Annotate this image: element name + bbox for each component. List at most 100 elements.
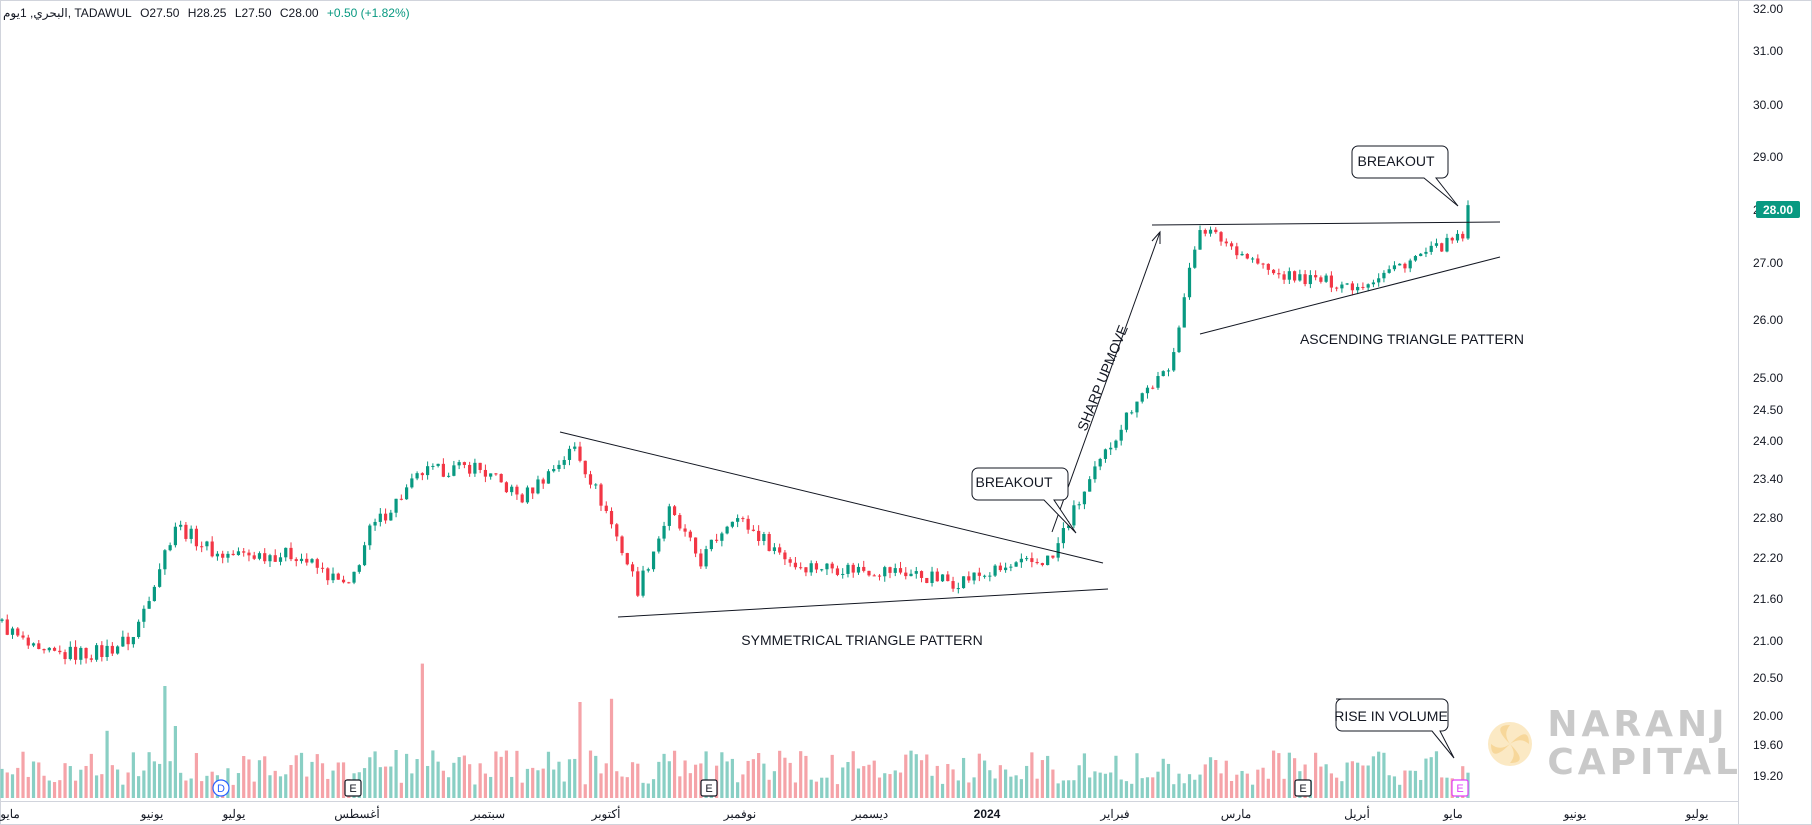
candle bbox=[1140, 392, 1144, 404]
volume-bar bbox=[1103, 773, 1108, 798]
time-axis[interactable]: مايو يونيو يوليو أغسطس سبتمبر أكتوبر نوفمبر ديس… bbox=[0, 806, 1709, 821]
volume-bar bbox=[457, 757, 461, 798]
candle-body bbox=[693, 537, 698, 554]
candle-body bbox=[73, 646, 78, 660]
candle-body bbox=[599, 484, 603, 506]
volume-bar bbox=[799, 751, 803, 798]
candle bbox=[1035, 558, 1039, 565]
candle bbox=[1424, 247, 1428, 258]
volume-bar bbox=[179, 772, 183, 798]
candle-body bbox=[1345, 283, 1349, 285]
candle-body bbox=[362, 545, 367, 566]
volume-bar bbox=[94, 775, 99, 798]
volume-bar bbox=[688, 773, 692, 798]
price-tick-label: 22.20 bbox=[1753, 551, 1783, 565]
volume-bar bbox=[693, 764, 698, 798]
candle-body bbox=[31, 643, 36, 646]
volume-bar bbox=[68, 766, 72, 798]
candle-body bbox=[63, 652, 67, 660]
time-tick-label: يوليو bbox=[221, 807, 245, 821]
candle bbox=[814, 560, 819, 574]
candle-body bbox=[683, 528, 687, 532]
candle bbox=[1382, 270, 1386, 283]
volume-bar bbox=[730, 758, 734, 798]
candle bbox=[604, 501, 608, 514]
volume-bar bbox=[394, 750, 398, 798]
volume-bar bbox=[473, 784, 477, 798]
earnings-marker[interactable]: E bbox=[1451, 779, 1469, 797]
volume-bar bbox=[1219, 773, 1223, 798]
candle bbox=[1261, 262, 1265, 269]
volume-bar bbox=[736, 782, 740, 798]
candle-body bbox=[536, 479, 540, 494]
candle bbox=[919, 570, 924, 583]
volume-bar bbox=[1392, 776, 1397, 798]
volume-bar bbox=[1419, 779, 1423, 798]
volume-bar bbox=[835, 784, 840, 798]
candle-body bbox=[221, 553, 225, 558]
candle-body bbox=[578, 446, 582, 461]
price-axis[interactable]: 32.0031.0030.0029.0028.0027.0026.0025.00… bbox=[1753, 2, 1783, 783]
candle-body bbox=[1161, 371, 1165, 377]
candle bbox=[1366, 283, 1370, 292]
candle-body bbox=[10, 628, 15, 635]
candle-body bbox=[646, 569, 650, 571]
candle bbox=[284, 547, 288, 562]
candle bbox=[1004, 562, 1008, 573]
candle bbox=[573, 442, 577, 452]
candle-body bbox=[37, 643, 41, 649]
candle bbox=[1077, 501, 1081, 510]
volume-bar bbox=[1371, 756, 1376, 798]
candle-body bbox=[426, 466, 430, 476]
volume-bar bbox=[767, 779, 771, 798]
time-tick-label: أبريل bbox=[1344, 806, 1370, 821]
candle bbox=[1240, 251, 1244, 256]
volume-bar bbox=[1109, 772, 1113, 798]
volume-bar bbox=[830, 754, 834, 798]
earnings-marker[interactable]: E bbox=[1294, 779, 1312, 797]
candle bbox=[68, 641, 72, 661]
candle-body bbox=[1277, 273, 1281, 275]
volume-bar bbox=[231, 784, 235, 798]
candle-body bbox=[1109, 447, 1113, 450]
volume-bar bbox=[630, 762, 635, 798]
candle bbox=[1340, 281, 1344, 293]
candle bbox=[1009, 563, 1013, 572]
volume-bar bbox=[452, 762, 456, 798]
candle-body bbox=[793, 562, 798, 568]
volume-bar bbox=[21, 751, 25, 798]
candle-body bbox=[1235, 246, 1239, 256]
earnings-marker[interactable]: E bbox=[700, 779, 718, 797]
candle bbox=[1145, 385, 1150, 399]
candle bbox=[651, 551, 656, 572]
candle-body bbox=[336, 573, 340, 580]
volume-bar bbox=[940, 783, 945, 798]
candle bbox=[715, 533, 719, 543]
candle bbox=[730, 521, 734, 529]
symbol-name[interactable]: البحري, 1يوم, TADAWUL bbox=[3, 6, 132, 20]
volume-bar bbox=[189, 778, 193, 798]
volume-bar bbox=[841, 767, 845, 798]
volume-bar bbox=[1177, 773, 1181, 798]
volume-bar bbox=[704, 751, 708, 798]
volume-bar bbox=[1256, 769, 1260, 798]
candle bbox=[1403, 262, 1407, 273]
volume-bar bbox=[1014, 775, 1018, 798]
volume-bar bbox=[1172, 784, 1176, 798]
volume-bar bbox=[1277, 753, 1281, 798]
volume-bar bbox=[273, 770, 277, 798]
candle bbox=[152, 585, 156, 602]
dividend-marker[interactable]: D bbox=[212, 779, 230, 797]
candle bbox=[410, 473, 414, 489]
candle bbox=[977, 567, 981, 582]
candle-body bbox=[137, 621, 141, 637]
candle-body bbox=[804, 567, 808, 573]
candle bbox=[378, 508, 382, 527]
candle bbox=[26, 634, 30, 649]
candle-body bbox=[704, 549, 708, 567]
candle-body bbox=[1419, 253, 1423, 257]
candle bbox=[704, 545, 708, 569]
earnings-marker[interactable]: E bbox=[344, 779, 362, 797]
